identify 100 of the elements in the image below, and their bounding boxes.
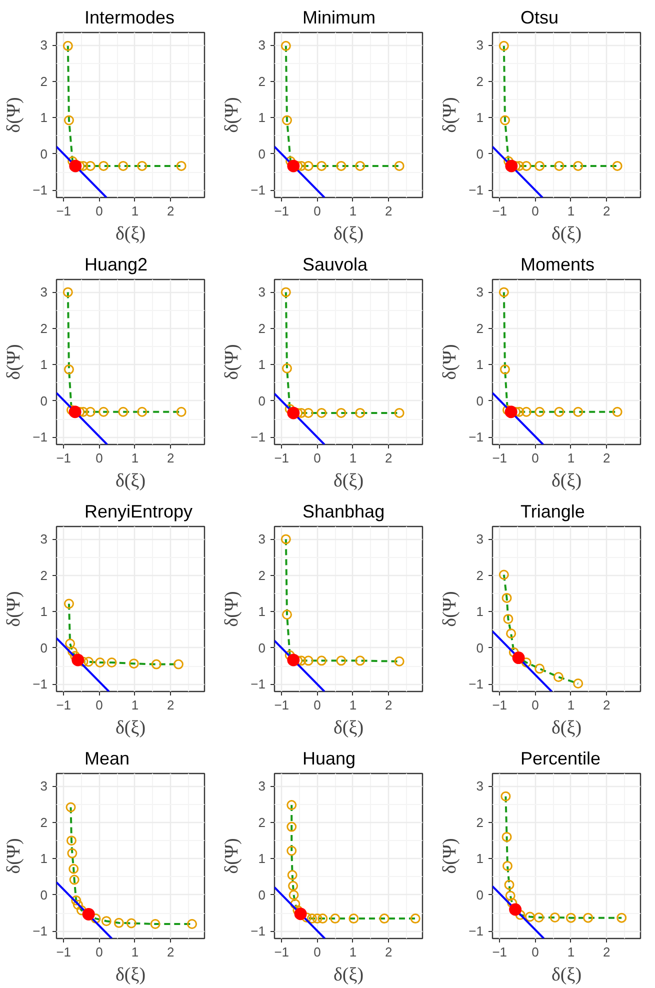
y-tick-label: 2 <box>476 74 484 89</box>
y-tick-label: 0 <box>476 640 484 656</box>
x-axis-title: δ(ξ) <box>551 718 582 738</box>
x-axis-title: δ(ξ) <box>333 470 364 492</box>
y-tick-label: −1 <box>468 430 484 445</box>
y-tick-label: 2 <box>258 74 266 89</box>
x-tick-label: 1 <box>349 698 357 712</box>
chart-title: RenyiEntropy <box>84 502 193 522</box>
chart-title: Shanbhag <box>302 502 385 522</box>
chart-title: Moments <box>520 254 595 274</box>
chart-title: Triangle <box>520 502 585 522</box>
x-tick-label: 2 <box>603 698 610 712</box>
y-tick-label: 3 <box>476 284 484 300</box>
y-tick-label: −1 <box>250 430 266 445</box>
y-tick-label: 2 <box>476 568 484 583</box>
y-tick-label: 2 <box>476 814 484 830</box>
y-tick-label: 2 <box>40 814 48 830</box>
x-tick-label: −1 <box>274 944 290 960</box>
y-tick-label: −1 <box>32 182 48 198</box>
y-tick-label: 3 <box>40 284 48 300</box>
y-tick-label: 3 <box>258 532 266 547</box>
y-tick-label: 0 <box>40 887 48 902</box>
x-axis-title: δ(ξ) <box>115 470 146 492</box>
y-tick-label: 2 <box>476 320 484 336</box>
y-tick-label: 2 <box>258 814 266 830</box>
x-axis-title: δ(ξ) <box>551 964 582 986</box>
x-tick-label: −1 <box>56 944 72 960</box>
y-axis-title: δ(Ψ) <box>4 838 25 874</box>
y-tick-label: 0 <box>258 393 266 408</box>
x-axis-title: δ(ξ) <box>551 224 582 244</box>
x-tick-label: 2 <box>603 204 610 218</box>
x-tick-label: 2 <box>167 698 174 712</box>
x-tick-label: −1 <box>492 450 508 466</box>
x-tick-label: 1 <box>131 450 139 466</box>
y-tick-label: 0 <box>258 146 266 162</box>
x-axis-title: δ(ξ) <box>115 224 146 244</box>
y-tick-label: −1 <box>32 430 48 445</box>
chart-title: Huang2 <box>84 254 148 274</box>
x-tick-label: 0 <box>532 450 539 466</box>
x-tick-label: 0 <box>314 204 321 218</box>
y-tick-label: 0 <box>40 393 48 408</box>
x-tick-label: 2 <box>603 944 610 960</box>
y-tick-label: 2 <box>40 320 48 336</box>
y-tick-label: −1 <box>250 676 266 692</box>
x-tick-label: 1 <box>131 204 139 218</box>
x-tick-label: 0 <box>532 698 539 712</box>
y-tick-label: 1 <box>476 851 484 866</box>
x-tick-label: 1 <box>131 698 139 712</box>
y-tick-label: −1 <box>250 924 266 939</box>
y-tick-label: 3 <box>258 778 266 794</box>
y-tick-label: 3 <box>40 38 48 53</box>
y-tick-label: 1 <box>258 357 266 372</box>
y-tick-label: 0 <box>258 887 266 902</box>
y-tick-label: 0 <box>40 640 48 656</box>
y-axis-title: δ(Ψ) <box>222 97 243 133</box>
x-axis-title: δ(ξ) <box>333 224 364 244</box>
y-tick-label: 0 <box>476 887 484 902</box>
x-axis-title: δ(ξ) <box>551 470 582 492</box>
x-tick-label: 0 <box>314 450 321 466</box>
x-tick-label: 0 <box>314 698 321 712</box>
chart-title: Otsu <box>520 8 559 28</box>
chart-title: Huang <box>302 748 356 768</box>
x-tick-label: 2 <box>603 450 610 466</box>
x-tick-label: 2 <box>385 204 392 218</box>
x-tick-label: 1 <box>567 204 575 218</box>
x-tick-label: 1 <box>567 944 575 960</box>
y-tick-label: −1 <box>468 182 484 198</box>
x-tick-label: −1 <box>56 698 72 712</box>
y-tick-label: −1 <box>250 182 266 198</box>
y-tick-label: 0 <box>476 393 484 408</box>
y-tick-label: 3 <box>476 532 484 547</box>
y-tick-label: 3 <box>40 532 48 547</box>
x-tick-label: 0 <box>96 204 103 218</box>
y-axis-title: δ(Ψ) <box>440 97 461 133</box>
y-tick-label: 3 <box>258 284 266 300</box>
x-tick-label: 1 <box>131 944 139 960</box>
x-tick-label: 2 <box>385 698 392 712</box>
y-tick-label: 2 <box>40 74 48 89</box>
y-tick-label: 3 <box>40 778 48 794</box>
y-tick-label: 1 <box>40 110 48 126</box>
y-tick-label: −1 <box>32 676 48 692</box>
x-tick-label: 0 <box>96 698 103 712</box>
y-axis-title: δ(Ψ) <box>4 344 25 380</box>
y-tick-label: −1 <box>468 924 484 939</box>
y-axis-title: δ(Ψ) <box>440 591 461 627</box>
x-tick-label: 2 <box>385 944 392 960</box>
chart-title: Minimum <box>302 8 376 28</box>
y-tick-label: 1 <box>258 110 266 126</box>
x-tick-label: 2 <box>167 204 174 218</box>
y-axis-title: δ(Ψ) <box>222 838 243 874</box>
x-tick-label: 0 <box>96 450 103 466</box>
y-axis-title: δ(Ψ) <box>440 838 461 874</box>
x-tick-label: 0 <box>532 204 539 218</box>
x-tick-label: −1 <box>56 204 72 218</box>
x-tick-label: 0 <box>532 944 539 960</box>
y-tick-label: 1 <box>40 357 48 372</box>
y-axis-title: δ(Ψ) <box>4 591 25 627</box>
y-tick-label: 1 <box>40 604 48 620</box>
y-tick-label: 1 <box>40 851 48 866</box>
x-tick-label: −1 <box>274 204 290 218</box>
